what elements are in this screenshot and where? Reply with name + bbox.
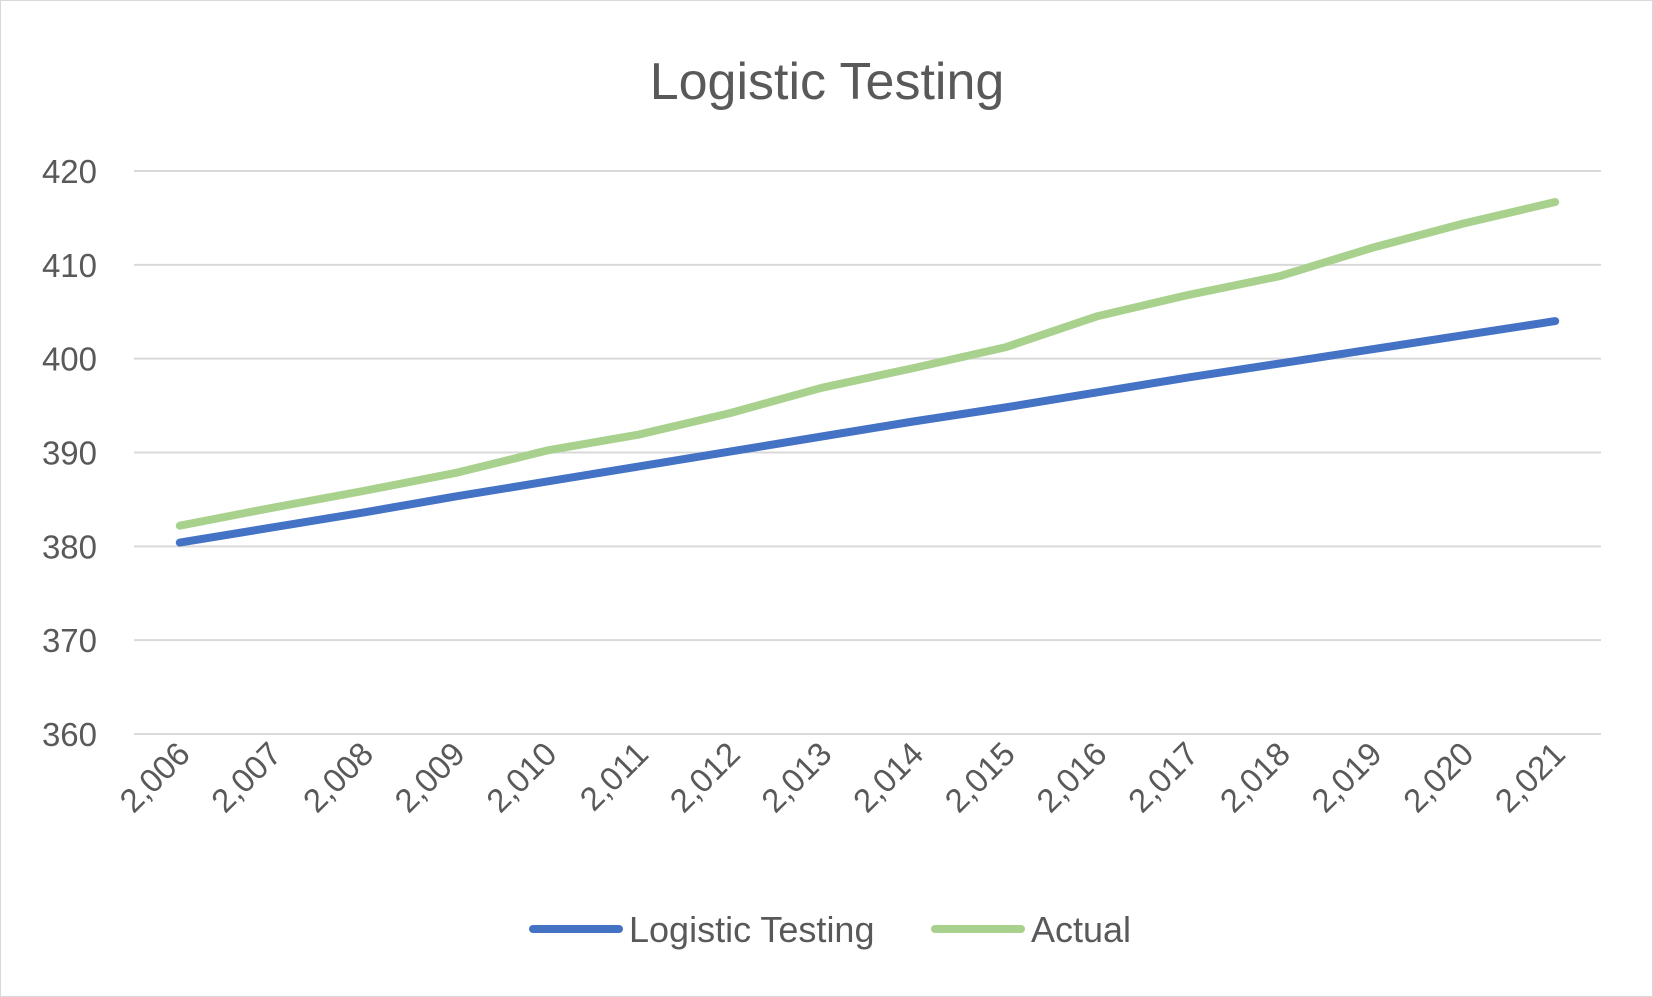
x-tick-label: 2,008	[296, 735, 381, 820]
x-tick-label: 2,014	[846, 735, 931, 820]
y-tick-label: 410	[42, 247, 97, 284]
legend: Logistic Testing Actual	[529, 909, 1131, 950]
series-line-actual	[175, 198, 1560, 530]
x-tick-label: 2,010	[479, 735, 564, 820]
y-axis-tick-labels: 360 370 380 390 400 410 420	[42, 153, 97, 753]
y-tick-label: 390	[42, 435, 97, 472]
x-tick-label: 2,007	[204, 735, 289, 820]
x-tick-label: 2,011	[572, 735, 655, 818]
x-tick-label: 2,019	[1304, 735, 1389, 820]
x-tick-label: 2,006	[112, 735, 197, 820]
x-tick-label: 2,012	[662, 735, 747, 820]
legend-item: Actual	[931, 909, 1131, 950]
y-tick-label: 380	[42, 528, 97, 565]
x-tick-label: 2,016	[1029, 735, 1114, 820]
legend-label: Logistic Testing	[629, 909, 874, 950]
gridlines	[134, 170, 1601, 735]
legend-label: Actual	[1031, 909, 1131, 950]
x-tick-label: 2,018	[1212, 735, 1297, 820]
series-line-logistic-testing	[175, 317, 1560, 547]
legend-item: Logistic Testing	[529, 909, 874, 950]
x-tick-label: 2,021	[1488, 735, 1573, 820]
x-tick-label: 2,015	[937, 735, 1022, 820]
x-tick-label: 2,009	[387, 735, 472, 820]
series-lines	[175, 198, 1560, 547]
y-tick-label: 400	[42, 341, 97, 378]
chart-title: Logistic Testing	[650, 53, 1005, 111]
x-tick-label: 2,017	[1121, 735, 1206, 820]
y-tick-label: 360	[42, 716, 97, 753]
y-tick-label: 370	[42, 622, 97, 659]
x-axis-tick-labels: 2,006 2,007 2,008 2,009 2,010 2,011 2,012 2,013…	[112, 735, 1572, 820]
x-tick-label: 2,020	[1396, 735, 1481, 820]
y-tick-label: 420	[42, 153, 97, 190]
x-tick-label: 2,013	[754, 735, 839, 820]
